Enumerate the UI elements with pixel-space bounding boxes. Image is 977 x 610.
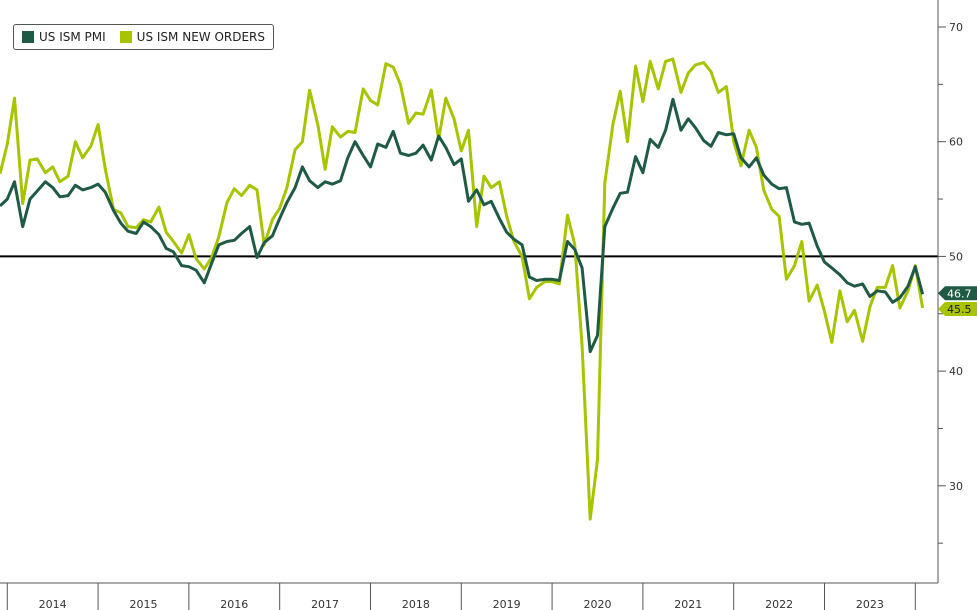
chart-legend: US ISM PMI US ISM NEW ORDERS: [13, 24, 275, 50]
legend-label-new-orders: US ISM NEW ORDERS: [136, 30, 266, 44]
x-tick-label: 2014: [39, 598, 67, 610]
value-tag-new-orders: 45.5: [938, 302, 977, 316]
x-tick-label: 2023: [856, 598, 884, 610]
series-line-pmi: [0, 97, 925, 354]
x-tick-label: 2021: [674, 598, 702, 610]
series-line-new-orders: [0, 57, 925, 521]
legend-label-pmi: US ISM PMI: [39, 30, 106, 44]
legend-swatch-pmi: [22, 31, 34, 43]
y-tick-label: 30: [949, 480, 963, 493]
x-tick-label: 2017: [311, 598, 339, 610]
plot-area: [0, 57, 938, 521]
y-tick-label: 50: [949, 250, 963, 263]
x-tick-label: 2018: [402, 598, 430, 610]
legend-item-new-orders: US ISM NEW ORDERS: [119, 30, 266, 44]
x-tick-label: 2015: [129, 598, 157, 610]
x-tick-label: 2022: [765, 598, 793, 610]
y-tick-label: 40: [949, 365, 963, 378]
y-tick-label: 70: [949, 21, 963, 34]
x-tick-label: 2020: [583, 598, 611, 610]
y-tick-label: 60: [949, 136, 963, 149]
legend-item-pmi: US ISM PMI: [22, 30, 106, 44]
value-tag-shape: [938, 302, 977, 317]
value-tag-label: 46.7: [947, 287, 972, 300]
value-tag-shape: [938, 286, 977, 301]
value-tag-label: 45.5: [947, 303, 972, 316]
value-tag-pmi: 46.7: [938, 286, 977, 300]
x-tick-label: 2019: [493, 598, 521, 610]
x-tick-label: 2016: [220, 598, 248, 610]
legend-swatch-new-orders: [119, 31, 132, 43]
